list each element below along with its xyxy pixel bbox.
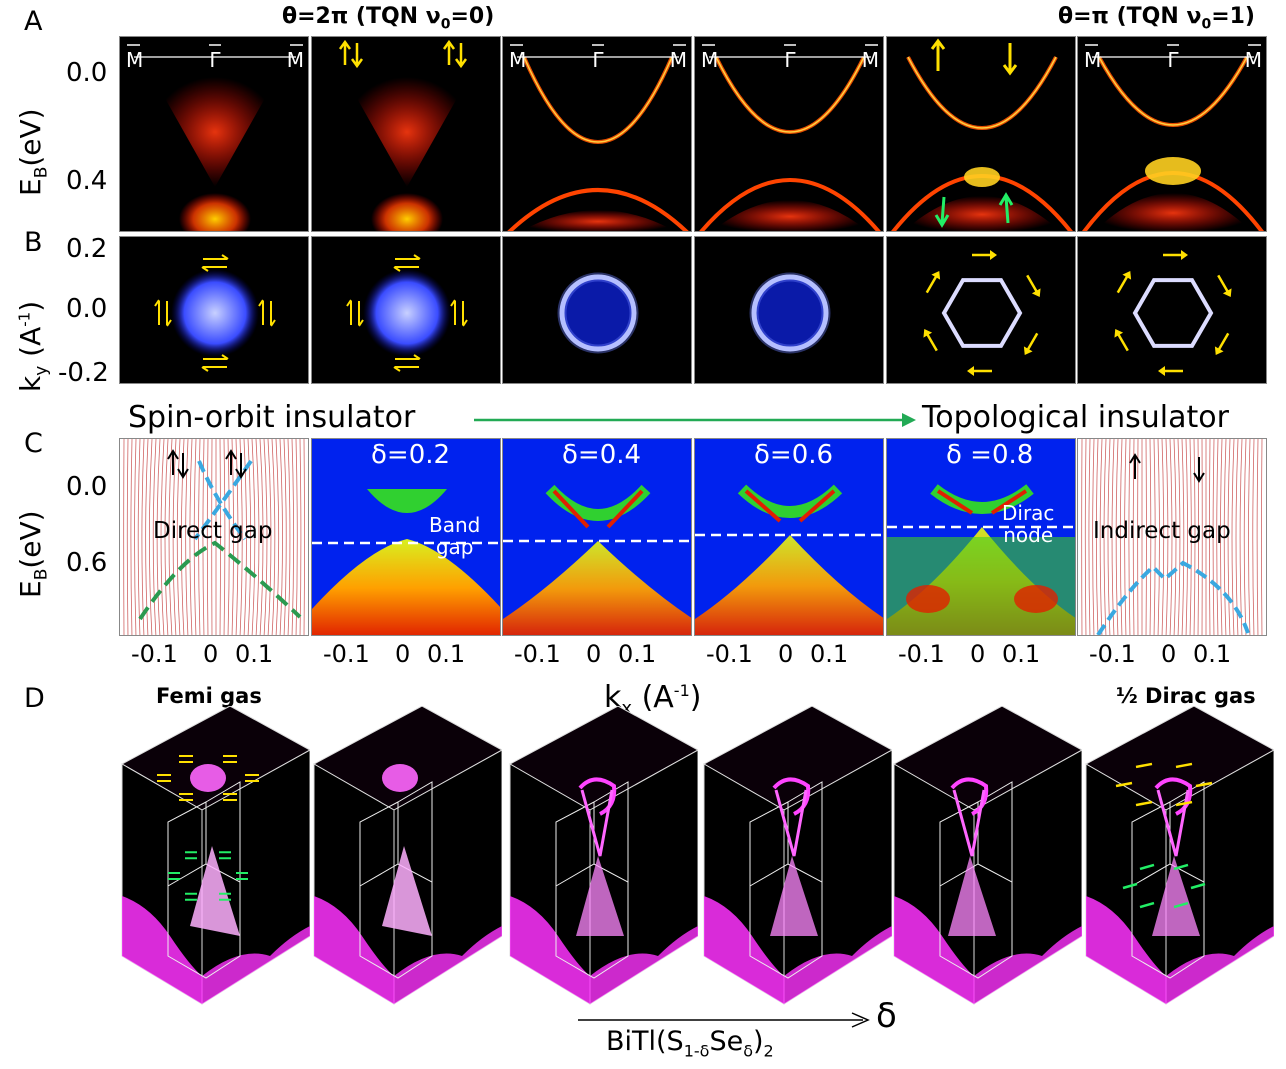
k-path-label-2: M: [287, 48, 304, 72]
panel-letter-b: B: [24, 227, 43, 258]
k-path-label-1: Γ: [592, 48, 604, 72]
arpes-panel-5: [886, 36, 1076, 232]
panel-note-5: Dirac node: [1002, 502, 1054, 546]
delta-label-5: δ =0.8: [946, 440, 1034, 470]
delta-label-4: δ=0.6: [754, 440, 834, 470]
cube-render-6: [1084, 705, 1276, 1014]
row-a-ylabel: EB(eV): [14, 108, 52, 196]
delta-label-3: δ=0.4: [562, 440, 642, 470]
delta-symbol: δ: [876, 996, 897, 1036]
k-path-label-0: M: [509, 48, 526, 72]
k-path-label-1: Γ: [784, 48, 796, 72]
row-c-panel-2: [311, 438, 501, 636]
progression-arrow: [474, 413, 916, 427]
row-c-panel-5: [886, 438, 1076, 636]
row-b-ytick-1: 0.0: [66, 294, 108, 324]
panel-letter-c: C: [24, 428, 43, 459]
femi-gas-label: Femi gas: [156, 684, 262, 708]
k-path-label-1: Γ: [209, 48, 221, 72]
panel-note-2: Band gap: [429, 514, 480, 558]
note-line-2: gap: [435, 535, 474, 559]
row-b-ytick-0: 0.2: [66, 234, 108, 264]
k-path-label-0: M: [126, 48, 143, 72]
row-b-ytick-2: -0.2: [58, 358, 109, 388]
row-c-xtick-6-0: -0.1: [1089, 640, 1136, 668]
fermi-surface-panel-1: [119, 236, 309, 384]
row-c-xtick-2-0: -0.1: [323, 640, 370, 668]
row-a-ytick-0: 0.0: [66, 58, 108, 88]
compound-formula: BiTl(S1-δSeδ)2: [606, 1026, 774, 1061]
row-c-xtick-1-2: 0.1: [235, 640, 274, 668]
fermi-surface-panel-2: [311, 236, 501, 384]
cube-render-3: [508, 705, 700, 1014]
row-c-xtick-5-0: -0.1: [898, 640, 945, 668]
fermi-surface-panel-5: [886, 236, 1076, 384]
note-line-2: node: [1003, 523, 1054, 547]
gap-label-1: Direct gap: [153, 518, 273, 544]
cube-render-4: [702, 705, 894, 1014]
topological-insulator-label: Topological insulator: [922, 400, 1229, 435]
k-path-label-1: Γ: [1167, 48, 1179, 72]
row-c-ytick-0: 0.0: [66, 472, 108, 502]
fermi-surface-panel-3: [502, 236, 692, 384]
cube-render-5: [892, 705, 1084, 1014]
row-b-ylabel: ky (A-1): [14, 300, 52, 392]
row-c-xtick-1-0: -0.1: [131, 640, 178, 668]
row-c-xtick-1-1: 0: [203, 640, 219, 668]
row-c-panel-4: [694, 438, 884, 636]
row-c-xtick-6-1: 0: [1161, 640, 1177, 668]
arpes-panel-2: [311, 36, 501, 232]
panel-letter-a: A: [24, 6, 43, 37]
delta-axis-arrow: [578, 1012, 870, 1028]
row-c-xtick-4-0: -0.1: [706, 640, 753, 668]
fermi-surface-panel-4: [694, 236, 884, 384]
half-dirac-gas-label: ½ Dirac gas: [1116, 684, 1256, 708]
k-path-label-0: M: [701, 48, 718, 72]
row-c-xtick-5-1: 0: [970, 640, 986, 668]
header-theta-pi: θ=π (TQN ν0=1): [1058, 4, 1255, 33]
row-c-panel-1: [119, 438, 309, 636]
note-line-1: Dirac: [1002, 501, 1055, 525]
row-c-xtick-6-2: 0.1: [1193, 640, 1232, 668]
note-line-1: Band: [429, 513, 481, 537]
row-c-panel-3: [502, 438, 692, 636]
row-c-panel-6: [1077, 438, 1267, 636]
row-c-xtick-2-1: 0: [395, 640, 411, 668]
row-c-xtick-3-0: -0.1: [514, 640, 561, 668]
fermi-surface-panel-6: [1077, 236, 1267, 384]
k-path-label-2: M: [1245, 48, 1262, 72]
delta-label-2: δ=0.2: [371, 440, 451, 470]
panel-letter-d: D: [24, 683, 45, 714]
row-c-xtick-5-2: 0.1: [1002, 640, 1041, 668]
row-c-xtick-4-2: 0.1: [810, 640, 849, 668]
k-path-label-2: M: [670, 48, 687, 72]
k-path-label-0: M: [1084, 48, 1101, 72]
cube-render-2: [312, 705, 504, 1014]
row-c-ytick-1: 0.6: [66, 548, 108, 578]
gap-label-6: Indirect gap: [1093, 518, 1231, 544]
row-c-xtick-4-1: 0: [778, 640, 794, 668]
row-c-xtick-2-2: 0.1: [427, 640, 466, 668]
row-a-ytick-1: 0.4: [66, 166, 108, 196]
row-c-xtick-3-1: 0: [586, 640, 602, 668]
spin-orbit-insulator-label: Spin-orbit insulator: [128, 400, 416, 435]
k-path-label-2: M: [862, 48, 879, 72]
header-theta-2pi: θ=2π (TQN ν0=0): [282, 4, 495, 33]
row-c-xtick-3-2: 0.1: [618, 640, 657, 668]
cube-render-1: [120, 705, 312, 1014]
row-c-ylabel: EB(eV): [14, 510, 52, 598]
